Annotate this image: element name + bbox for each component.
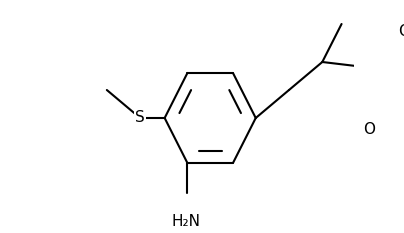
Text: O: O — [398, 24, 404, 40]
Text: H₂N: H₂N — [171, 213, 200, 229]
Text: S: S — [135, 110, 145, 126]
Text: O: O — [363, 121, 375, 137]
